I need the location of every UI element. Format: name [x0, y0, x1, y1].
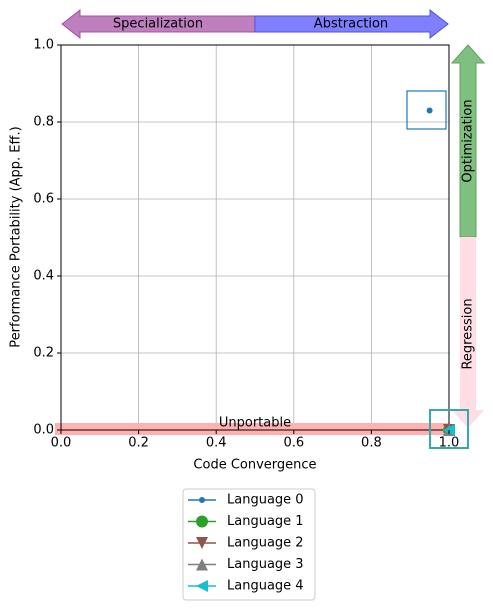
x-axis-label: Code Convergence [193, 458, 316, 473]
y-tick-label: 0.2 [33, 346, 54, 361]
marker [196, 515, 208, 528]
y-axis-label: Performance Portability (App. Eff.) [9, 126, 24, 347]
legend-label: Language 2 [227, 536, 304, 551]
marker [196, 558, 208, 571]
y-tick-label: 0.4 [33, 269, 54, 284]
marker [196, 537, 208, 549]
marker [196, 580, 208, 592]
y-tick-label: 0.6 [33, 192, 54, 207]
axes-frame [60, 44, 450, 431]
annotation: Optimization [461, 99, 476, 182]
annotation: Unportable [219, 416, 291, 431]
y-tick-label: 0.0 [33, 423, 54, 438]
y-tick-label: 0.8 [33, 115, 54, 130]
x-tick-label: 0.8 [361, 436, 382, 451]
legend [182, 488, 316, 601]
legend-label: Language 4 [227, 579, 304, 594]
legend-entries: Language 0 Language 1 Language 2 Language 3… [188, 493, 304, 594]
marker [199, 497, 205, 503]
legend-label: Language 3 [227, 557, 304, 572]
marker [426, 107, 433, 114]
marks [426, 107, 455, 436]
legend-label: Language 1 [227, 514, 304, 529]
y-tick-label: 1.0 [33, 38, 54, 53]
spread-box [406, 90, 447, 130]
x-tick-label: 0.4 [206, 436, 227, 451]
annotation: Abstraction [314, 17, 388, 32]
regression-arrow [452, 237, 484, 428]
x-tick-label: 0.6 [283, 436, 304, 451]
spread-box [429, 409, 469, 449]
abstraction-arrow [254, 8, 449, 40]
annotation: Specialization [113, 17, 203, 32]
annotation: Regression [461, 298, 476, 369]
unportable-band [55, 423, 449, 435]
legend-label: Language 0 [227, 493, 304, 508]
x-tick-label: 1.0 [439, 436, 460, 451]
x-tick-label: 0.2 [128, 436, 149, 451]
x-tick-label: 0.0 [51, 436, 72, 451]
plot-area [60, 44, 450, 431]
